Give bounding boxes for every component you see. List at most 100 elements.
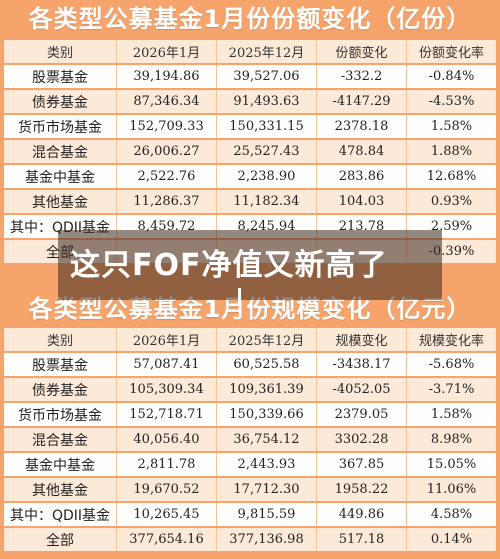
table-cell: 11,182.34 [216,190,316,213]
table-cell: 17,712.30 [216,478,316,501]
row-label: 债券基金 [4,378,116,401]
table-cell: -3.71% [406,378,496,401]
column-header: 2025年12月 [216,40,316,63]
table-row: 混合基金 40,056.40 36,754.12 3302.28 8.98% [4,428,496,451]
row-label: 其他基金 [4,190,116,213]
row-label: 混合基金 [4,428,116,451]
table-cell: 105,309.34 [116,378,216,401]
table-cell: 26,006.27 [116,140,216,163]
table-cell: 15.05% [406,453,496,476]
row-label: 货币市场基金 [4,403,116,426]
share-change-panel: 各类型公募基金1月份份额变化（亿份） 类别 2026年1月 2025年12月 份… [4,5,496,265]
table-cell: 283.86 [316,165,406,188]
table-cell: 25,527.43 [216,140,316,163]
column-header: 类别 [4,328,116,351]
table-row: 其他基金 11,286.37 11,182.34 104.03 0.93% [4,190,496,213]
table-cell: 8.98% [406,428,496,451]
table-cell: 57,087.41 [116,353,216,376]
table-cell: 60,525.58 [216,353,316,376]
table-cell: 2379.05 [316,403,406,426]
table-row: 股票基金 57,087.41 60,525.58 -3438.17 -5.68% [4,353,496,376]
table-cell: 87,346.34 [116,90,216,113]
table-cell: -332.2 [316,65,406,88]
row-label: 基金中基金 [4,453,116,476]
table-cell: -4.53% [406,90,496,113]
table-cell: 2,238.90 [216,165,316,188]
column-header: 份额变化率 [406,40,496,63]
headline-overlay[interactable] [58,230,442,300]
column-header: 份额变化 [316,40,406,63]
table-cell: 152,709.33 [116,115,216,138]
table-cell: 12.68% [406,165,496,188]
table-cell: 150,339.66 [216,403,316,426]
table-header-row: 类别 2026年1月 2025年12月 份额变化 份额变化率 [4,40,496,63]
column-header: 2026年1月 [116,328,216,351]
text-cursor [238,288,241,306]
table-row: 基金中基金 2,811.78 2,443.93 367.85 15.05% [4,453,496,476]
table-cell: 449.86 [316,503,406,526]
row-label: 债券基金 [4,90,116,113]
row-label: 股票基金 [4,65,116,88]
column-header: 规模变化率 [406,328,496,351]
row-label: 货币市场基金 [4,115,116,138]
table-cell: 39,194.86 [116,65,216,88]
row-label: 混合基金 [4,140,116,163]
table-cell: 1.58% [406,115,496,138]
share-change-title: 各类型公募基金1月份份额变化（亿份） [28,5,472,33]
row-label: 全部 [4,528,116,551]
table-cell: 1958.22 [316,478,406,501]
table-cell: 377,654.16 [116,528,216,551]
table-cell: 1.58% [406,403,496,426]
table-row: 混合基金 26,006.27 25,527.43 478.84 1.88% [4,140,496,163]
column-header: 2026年1月 [116,40,216,63]
row-label: 股票基金 [4,353,116,376]
table-cell: 478.84 [316,140,406,163]
table-cell: 10,265.45 [116,503,216,526]
share-change-table: 类别 2026年1月 2025年12月 份额变化 份额变化率 股票基金 39,19… [4,38,496,265]
table-cell: 2,522.76 [116,165,216,188]
table-cell: 2378.18 [316,115,406,138]
column-header: 规模变化 [316,328,406,351]
table-cell: 2,443.93 [216,453,316,476]
row-label: 基金中基金 [4,165,116,188]
table-cell: 91,493.63 [216,90,316,113]
table-cell: 367.85 [316,453,406,476]
table-cell: 39,527.06 [216,65,316,88]
table-header-row: 类别 2026年1月 2025年12月 规模变化 规模变化率 [4,328,496,351]
table-cell: 2,811.78 [116,453,216,476]
table-cell: -4147.29 [316,90,406,113]
scale-change-panel: 各类型公募基金1月份规模变化（亿元） 类别 2026年1月 2025年12月 规… [0,290,500,559]
table-cell: 1.88% [406,140,496,163]
table-row: 货币市场基金 152,718.71 150,339.66 2379.05 1.58% [4,403,496,426]
table-cell: 19,670.52 [116,478,216,501]
table-cell: -3438.17 [316,353,406,376]
column-header: 2025年12月 [216,328,316,351]
table-cell: 0.93% [406,190,496,213]
table-cell: 377,136.98 [216,528,316,551]
table-cell: 36,754.12 [216,428,316,451]
table-cell: 11.06% [406,478,496,501]
table-row: 基金中基金 2,522.76 2,238.90 283.86 12.68% [4,165,496,188]
table-row: 股票基金 39,194.86 39,527.06 -332.2 -0.84% [4,65,496,88]
table-cell: 150,331.15 [216,115,316,138]
table-cell: 9,815.59 [216,503,316,526]
table-row: 其中：QDII基金 10,265.45 9,815.59 449.86 4.58% [4,503,496,526]
table-cell: -4052.05 [316,378,406,401]
table-cell: -5.68% [406,353,496,376]
row-label: 其他基金 [4,478,116,501]
scale-change-table: 类别 2026年1月 2025年12月 规模变化 规模变化率 股票基金 57,08… [4,326,496,553]
table-cell: 0.14% [406,528,496,551]
table-cell: 11,286.37 [116,190,216,213]
table-row: 货币市场基金 152,709.33 150,331.15 2378.18 1.58% [4,115,496,138]
table-cell: 109,361.39 [216,378,316,401]
table-row: 全部 377,654.16 377,136.98 517.18 0.14% [4,528,496,551]
table-cell: 3302.28 [316,428,406,451]
table-row: 其他基金 19,670.52 17,712.30 1958.22 11.06% [4,478,496,501]
table-row: 债券基金 87,346.34 91,493.63 -4147.29 -4.53% [4,90,496,113]
table-cell: -0.84% [406,65,496,88]
table-cell: 517.18 [316,528,406,551]
row-label: 其中：QDII基金 [4,503,116,526]
table-cell: 104.03 [316,190,406,213]
table-row: 债券基金 105,309.34 109,361.39 -4052.05 -3.71% [4,378,496,401]
headline-text[interactable]: 这只FOF净值又新高了 [70,248,388,283]
